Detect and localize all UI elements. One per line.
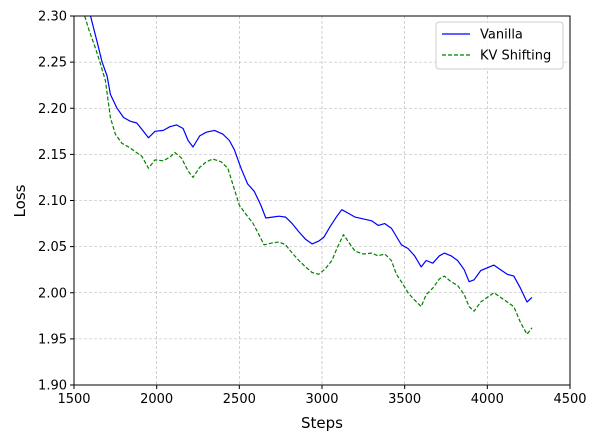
series-lines [84,16,533,335]
y-tick-label: 2.10 [38,194,67,209]
y-tick-label: 1.95 [38,332,67,347]
x-tick-label: 2500 [223,392,256,407]
x-tick-label: 1500 [57,392,90,407]
y-axis-label: Loss [11,184,29,217]
x-axis-ticks: 1500 2000 2500 3000 3500 4000 4500 [57,385,587,407]
y-tick-label: 2.20 [38,102,67,117]
legend-label: KV Shifting [480,49,551,64]
x-tick-label: 4000 [471,392,504,407]
y-tick-label: 2.15 [38,148,67,163]
y-tick-label: 2.05 [38,240,67,255]
x-tick-label: 3000 [305,392,338,407]
x-tick-label: 2000 [140,392,173,407]
legend: Vanilla KV Shifting [435,21,564,70]
series-line-kv-shifting [84,16,533,335]
legend-label: Vanilla [480,28,523,43]
x-axis-label: Steps [301,414,343,432]
y-tick-label: 2.00 [38,286,67,301]
y-tick-label: 2.25 [38,56,67,71]
y-axis-ticks: 1.90 1.95 2.00 2.05 2.10 2.15 2.20 2.25 2.30 [38,10,74,394]
x-tick-label: 3500 [388,392,421,407]
y-tick-label: 1.90 [38,379,67,394]
series-line-vanilla [89,16,533,303]
x-tick-label: 4500 [553,392,586,407]
y-tick-label: 2.30 [38,10,67,25]
